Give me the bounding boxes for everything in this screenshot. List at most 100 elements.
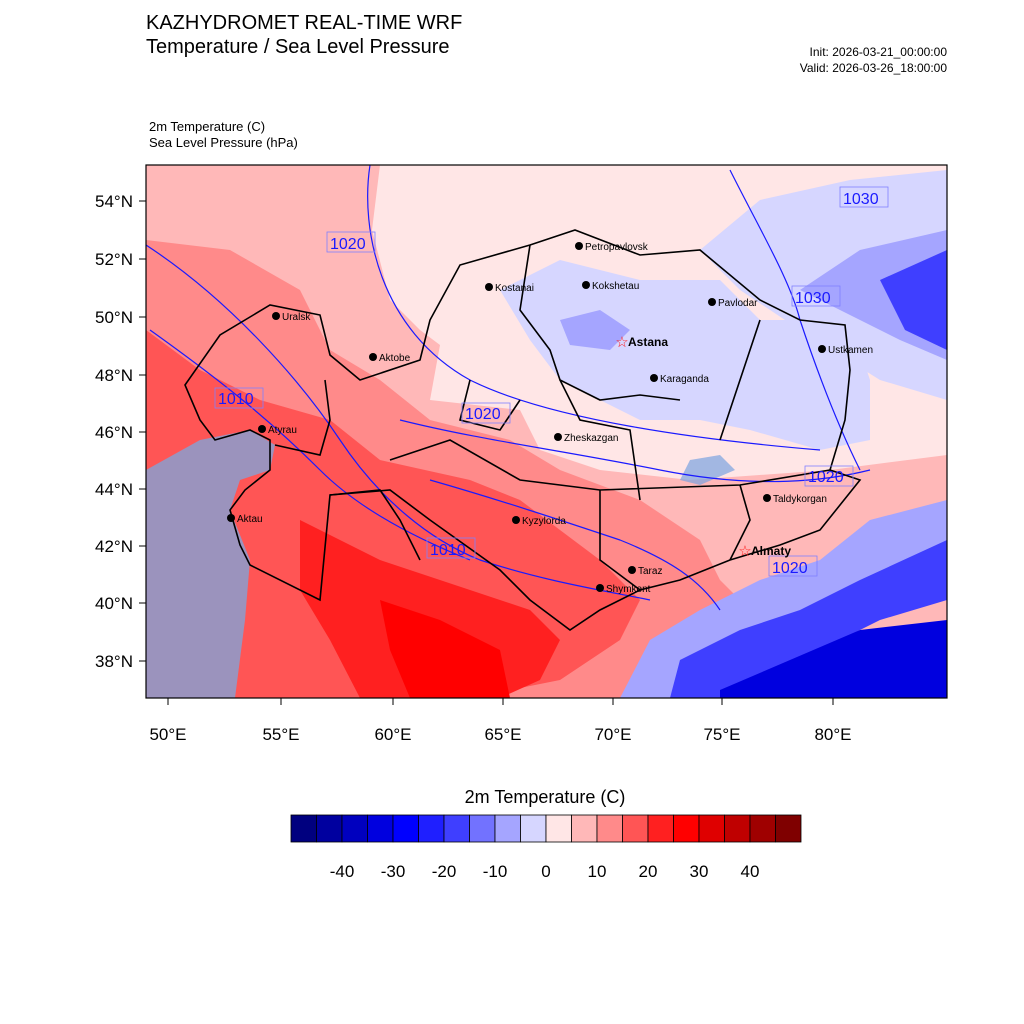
init-time: Init: 2026-03-21_00:00:00 (809, 45, 947, 59)
city-label: Kostanai (495, 283, 534, 294)
isobar-label: 1010 (218, 391, 254, 408)
city-dot-icon (272, 312, 280, 320)
city-atyrau: Atyrau (258, 425, 297, 436)
temp-band-mountains-coldest (720, 620, 947, 698)
city-astana: ☆ Astana (615, 334, 668, 351)
city-dot-icon (596, 584, 604, 592)
colorbar-tick-label: -10 (483, 862, 508, 881)
lon-labels: 50°E 55°E 60°E 65°E 70°E 75°E 80°E (149, 725, 851, 744)
colorbar-tick-label: 20 (639, 862, 658, 881)
city-dot-icon (258, 425, 266, 433)
isobar-line (367, 165, 821, 451)
lon-ticks (167, 698, 834, 705)
city-kokshetau: Kokshetau (582, 281, 639, 292)
region-border (719, 319, 761, 441)
city-ustkamen: Ustkamen (818, 345, 873, 356)
temp-patch-astana (560, 310, 630, 350)
colorbar-swatch (545, 814, 572, 843)
colorbar-tick-label: 30 (690, 862, 709, 881)
isobar-line (399, 419, 871, 483)
temp-band-altai-cold (880, 250, 947, 350)
city-dot-icon (708, 298, 716, 306)
city-label: Pavlodar (718, 298, 758, 309)
temperature-field (146, 165, 947, 698)
region-border (274, 379, 331, 456)
city-dot-icon (554, 433, 562, 441)
isobar-label: 1020 (772, 560, 808, 577)
variable-pressure: Sea Level Pressure (hPa) (149, 135, 298, 150)
city-label: Karaganda (660, 374, 709, 385)
city-label: Atyrau (268, 425, 297, 436)
city-aktobe: Aktobe (369, 353, 411, 364)
city-petropavlovsk: Petropavlovsk (575, 242, 649, 253)
lon-label: 70°E (594, 725, 631, 744)
isobar-label: 1020 (465, 406, 501, 423)
colorbar-swatch (443, 814, 470, 843)
city-dot-icon (485, 283, 493, 291)
isobar-label: 1010 (430, 542, 466, 559)
city-label: Ustkamen (828, 345, 873, 356)
city-label: Aktau (237, 514, 263, 525)
city-taldykorgan: Taldykorgan (763, 494, 827, 505)
colorbar-swatch (290, 814, 317, 843)
lon-label: 80°E (814, 725, 851, 744)
capital-star-icon: ☆ (738, 543, 751, 560)
colorbar-tick-label: 40 (741, 862, 760, 881)
valid-time: Valid: 2026-03-26_18:00:00 (799, 61, 947, 75)
region-border (329, 489, 421, 561)
lat-label: 48°N (95, 366, 133, 385)
city-pavlodar: Pavlodar (708, 298, 758, 309)
city-shymkent: Shymkent (596, 584, 651, 595)
colorbar-tick-label: 0 (541, 862, 550, 881)
colorbar-swatch (775, 814, 802, 843)
city-uralsk: Uralsk (272, 312, 311, 323)
isobar-labels: 1030 1020 1030 1010 1020 1020 1010 1020 (214, 186, 889, 577)
city-zheskazgan: Zheskazgan (554, 433, 618, 444)
colorbar-tick-labels: -40 -30 -20 -10 0 10 20 30 40 (330, 862, 760, 881)
colorbar (290, 814, 802, 843)
city-label: Uralsk (282, 312, 311, 323)
colorbar-tick-label: -20 (432, 862, 457, 881)
isobar-label: 1030 (843, 191, 879, 208)
colorbar-swatch (418, 814, 445, 843)
lon-label: 60°E (374, 725, 411, 744)
colorbar-swatch (622, 814, 649, 843)
city-label: Taldykorgan (773, 494, 827, 505)
city-dot-icon (628, 566, 636, 574)
variable-temperature: 2m Temperature (C) (149, 119, 266, 134)
region-border (729, 484, 751, 561)
colorbar-swatch (647, 814, 674, 843)
lat-label: 40°N (95, 594, 133, 613)
city-label: Aktobe (379, 353, 411, 364)
chart-title: KAZHYDROMET REAL-TIME WRF (146, 12, 463, 34)
colorbar-swatch (596, 814, 623, 843)
city-label: Zheskazgan (564, 433, 618, 444)
city-dot-icon (650, 374, 658, 382)
colorbar-swatch (494, 814, 521, 843)
kazakhstan-border (184, 229, 862, 631)
colorbar-swatch (341, 814, 368, 843)
isobar-line (149, 329, 471, 561)
region-border (559, 379, 641, 501)
colorbar-swatch (673, 814, 700, 843)
isobar-label: 1030 (795, 290, 831, 307)
colorbar-swatch (316, 814, 343, 843)
temp-band-0-minus5 (500, 260, 870, 450)
colorbar-title: 2m Temperature (C) (464, 787, 626, 807)
city-label: Almaty (751, 544, 791, 558)
isobar-label: 1020 (330, 236, 366, 253)
colorbar-swatch (469, 814, 496, 843)
colorbar-swatch (749, 814, 776, 843)
isobar-label: 1020 (808, 469, 844, 486)
lat-label: 38°N (95, 652, 133, 671)
city-dot-icon (582, 281, 590, 289)
colorbar-tick-label: 10 (588, 862, 607, 881)
city-label: Taraz (638, 566, 662, 577)
temp-band-mountains-cold (670, 540, 947, 698)
city-kyzylorda: Kyzylorda (512, 516, 566, 527)
city-label: Petropavlovsk (585, 242, 649, 253)
city-dot-icon (227, 514, 235, 522)
lat-labels: 54°N 52°N 50°N 48°N 46°N 44°N 42°N 40°N … (95, 192, 133, 671)
colorbar-swatch (571, 814, 598, 843)
colorbar-swatch (698, 814, 725, 843)
